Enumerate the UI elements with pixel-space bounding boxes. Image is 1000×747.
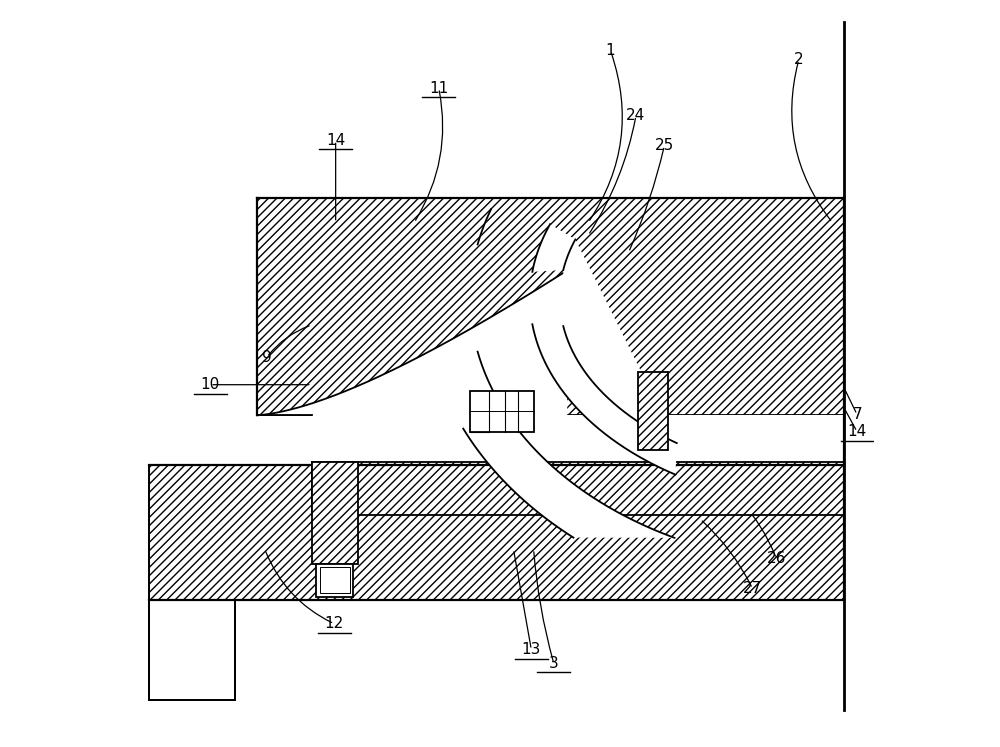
Text: 3: 3	[549, 656, 559, 671]
Text: 12: 12	[325, 616, 344, 631]
Polygon shape	[478, 209, 491, 244]
Text: 1: 1	[606, 43, 615, 58]
Bar	[149, 600, 235, 700]
Text: 14: 14	[326, 133, 345, 148]
Text: 25: 25	[655, 138, 674, 153]
Text: 14: 14	[847, 424, 867, 439]
Text: 24: 24	[626, 108, 646, 123]
Bar	[312, 415, 844, 462]
Polygon shape	[463, 352, 675, 538]
Bar	[312, 462, 844, 515]
Polygon shape	[563, 240, 677, 443]
Bar	[638, 372, 668, 450]
Polygon shape	[257, 270, 567, 415]
Polygon shape	[532, 324, 677, 474]
Text: 10: 10	[201, 377, 220, 392]
Bar	[470, 391, 489, 432]
Bar	[312, 462, 358, 563]
Bar	[320, 567, 350, 593]
Bar	[316, 563, 353, 597]
Bar	[470, 391, 534, 432]
Polygon shape	[532, 224, 575, 272]
Text: 11: 11	[429, 81, 448, 96]
Bar	[149, 465, 844, 600]
Text: 7: 7	[852, 407, 862, 422]
Bar	[257, 198, 844, 415]
Text: 2: 2	[794, 52, 804, 67]
Text: 27: 27	[743, 581, 762, 596]
Text: 9: 9	[262, 350, 272, 365]
Text: 26: 26	[767, 551, 786, 566]
Text: 13: 13	[522, 642, 541, 657]
Bar	[149, 462, 312, 465]
